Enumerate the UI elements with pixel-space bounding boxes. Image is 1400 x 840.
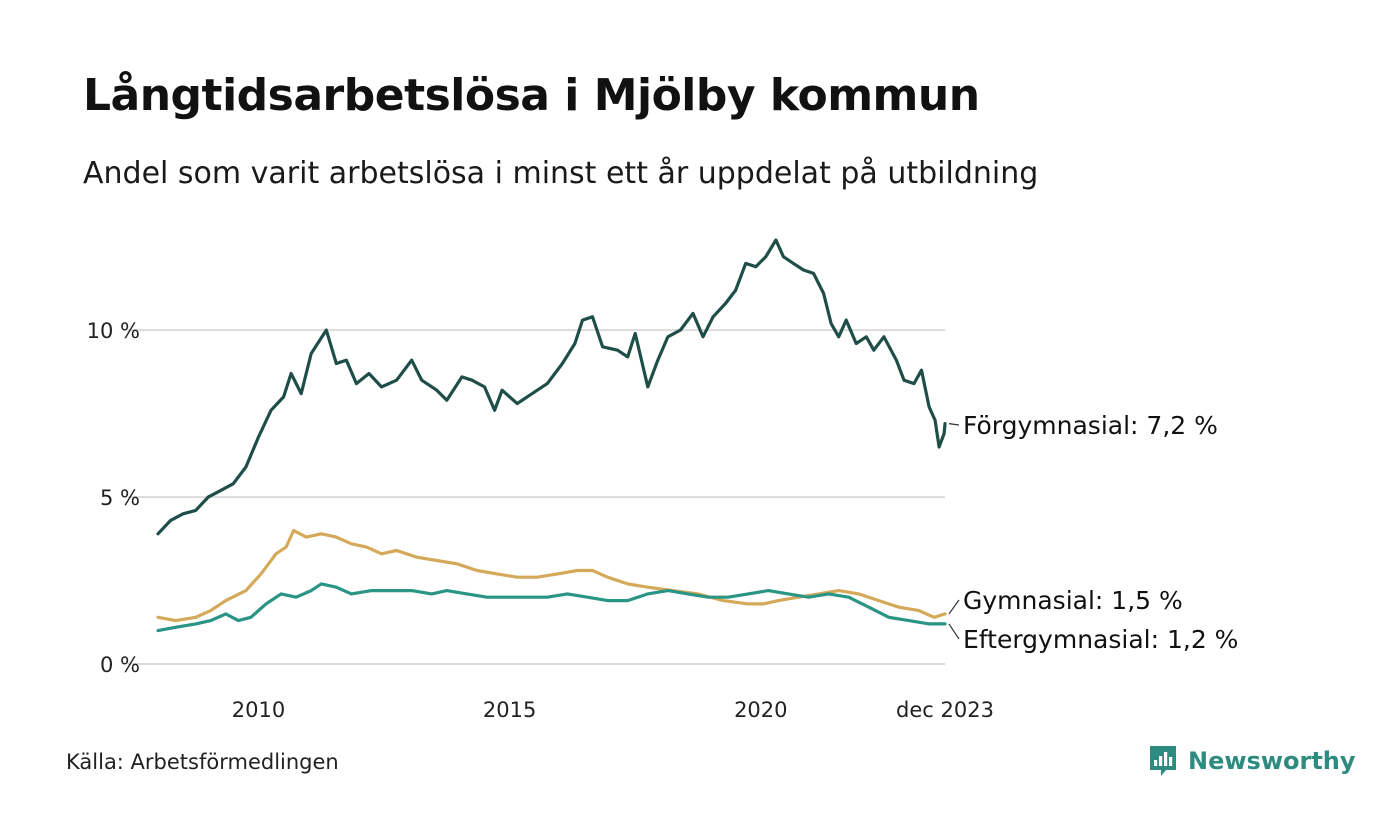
end-labels: Förgymnasial: 7,2 % Gymnasial: 1,5 % Efter…: [948, 411, 1238, 654]
x-tick-label: 2020: [734, 698, 787, 722]
y-axis-ticks: 0 % 5 % 10 %: [87, 319, 140, 677]
series-line-gymnasial: [156, 528, 947, 623]
x-tick-label: dec 2023: [896, 698, 994, 722]
leader-line: [948, 423, 960, 426]
y-tick-label: 0 %: [100, 653, 140, 677]
x-tick-label: 2015: [483, 698, 536, 722]
source-note: Källa: Arbetsförmedlingen: [66, 750, 339, 774]
end-label-eftergymnasial: Eftergymnasial: 1,2 %: [963, 625, 1238, 654]
gridlines: [128, 329, 945, 665]
y-tick-label: 5 %: [100, 486, 140, 510]
end-label-förgymnasial: Förgymnasial: 7,2 %: [963, 411, 1218, 440]
end-label-gymnasial: Gymnasial: 1,5 %: [963, 586, 1183, 615]
leader-line: [948, 623, 960, 640]
brand-logo: Newsworthy: [1148, 744, 1356, 778]
chart-subtitle: Andel som varit arbetslösa i minst ett å…: [83, 156, 1039, 191]
brand-name: Newsworthy: [1188, 747, 1356, 775]
series-line-eftergymnasial: [156, 582, 947, 633]
newsworthy-logo-icon: [1150, 746, 1176, 776]
x-axis-ticks: 2010 2015 2020 dec 2023: [232, 698, 994, 722]
series-line-förgymnasial: [156, 238, 947, 536]
chart-title: Långtidsarbetslösa i Mjölby kommun: [83, 70, 980, 121]
x-tick-label: 2010: [232, 698, 285, 722]
series-lines: [156, 238, 947, 633]
leader-line: [948, 599, 960, 615]
y-tick-label: 10 %: [87, 319, 140, 343]
